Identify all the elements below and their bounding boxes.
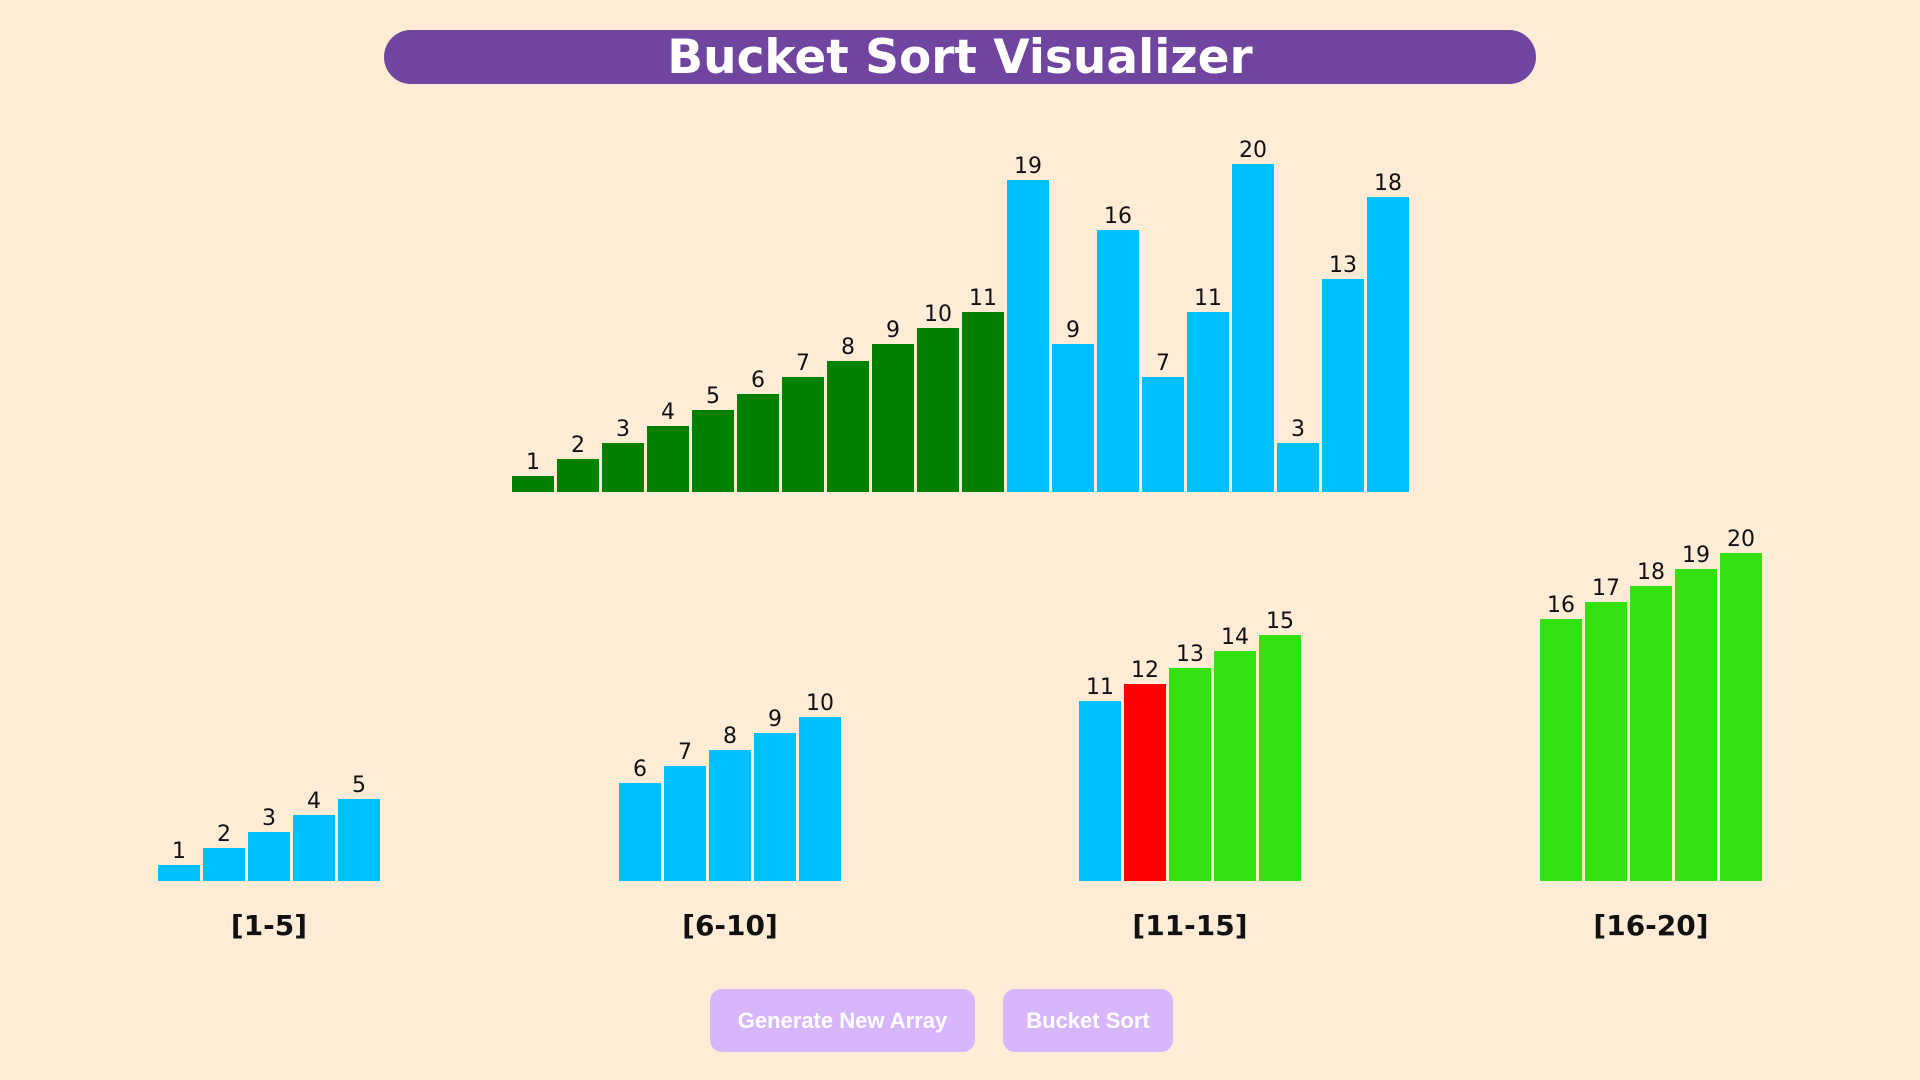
bucket-bar: [1675, 569, 1717, 881]
bucket-bar: [754, 733, 796, 881]
main-array-bar: [1007, 180, 1049, 492]
bucket-bar-label: 3: [262, 805, 276, 831]
bucket-bar: [799, 717, 841, 881]
bucket-bar-label: 16: [1547, 592, 1575, 618]
main-array-bar: [1322, 278, 1364, 492]
bucket-bar-label: 19: [1682, 543, 1710, 569]
main-array-bar: [512, 475, 554, 492]
bucket-bar-label: 11: [1086, 674, 1114, 700]
main-array-bar-label: 11: [969, 285, 997, 311]
bucket-bar: [1630, 585, 1672, 881]
bucket-bar: [203, 848, 245, 881]
generate-new-array-button[interactable]: Generate New Array: [710, 989, 975, 1052]
bucket-bar: [293, 815, 335, 881]
bucket-bar: [1540, 618, 1582, 881]
main-array-bar-label: 9: [886, 318, 900, 344]
bucket-bar-label: 20: [1727, 527, 1755, 552]
main-array-bar: [1187, 311, 1229, 492]
bucket-bar: [1124, 684, 1166, 881]
main-array-bar: [647, 426, 689, 492]
bucket-bar-label: 18: [1637, 559, 1665, 585]
main-array-bar-label: 6: [751, 367, 765, 393]
main-array-bar: [917, 328, 959, 492]
bucket-bar-label: 4: [307, 789, 321, 815]
bucket-bar-label: 2: [217, 822, 231, 848]
bucket-bar-label: 15: [1266, 609, 1294, 634]
main-array-bar-label: 11: [1194, 285, 1222, 311]
bucket-bar-label: 7: [678, 740, 692, 766]
bucket-bar: [1079, 700, 1121, 881]
main-array-bar-label: 13: [1329, 252, 1357, 278]
bucket-bar-label: 10: [806, 691, 834, 716]
bucket-bar: [1169, 667, 1211, 881]
bucket-bar-label: 17: [1592, 576, 1620, 602]
main-array-bar-label: 2: [571, 433, 585, 459]
main-array-bar-label: 18: [1374, 170, 1402, 196]
main-array-bar: [1142, 377, 1184, 492]
bucket-bar-label: 5: [352, 773, 366, 798]
bucket-bar-label: 12: [1131, 658, 1159, 684]
main-array-bar: [1232, 164, 1274, 492]
bucket-bar: [1720, 553, 1762, 881]
bucket-bar: [158, 864, 200, 881]
bucket-bar-label: 9: [768, 707, 782, 733]
main-array-bar: [1367, 196, 1409, 492]
main-array-bar-label: 3: [1291, 416, 1305, 442]
main-array-bar: [557, 459, 599, 492]
bucket-label-1-5: [1-5]: [230, 909, 308, 942]
main-array-bar-label: 7: [1156, 351, 1170, 377]
bucket-label-6-10: [6-10]: [682, 909, 778, 942]
main-array-bar-label: 4: [661, 400, 675, 426]
bucket-bar: [338, 799, 380, 881]
main-array-bar-label: 10: [924, 302, 952, 327]
bucket-bar: [1585, 602, 1627, 881]
main-array-bar: [737, 393, 779, 492]
main-array-bar: [827, 360, 869, 492]
bucket-label-11-15: [11-15]: [1132, 909, 1248, 942]
bucket-bar: [709, 749, 751, 881]
bucket-bar: [1259, 635, 1301, 881]
main-array-bar: [962, 311, 1004, 492]
bucket-bar: [664, 766, 706, 881]
main-array-bar-label: 20: [1239, 138, 1267, 163]
main-array-bar: [872, 344, 914, 492]
main-array-bar: [1052, 344, 1094, 492]
main-array-bar-label: 19: [1014, 154, 1042, 180]
main-array-bar-label: 7: [796, 351, 810, 377]
main-array-bar-label: 3: [616, 416, 630, 442]
bucket-label-16-20: [16-20]: [1593, 909, 1709, 942]
main-array-bar: [1277, 442, 1319, 492]
bucket-bar-label: 13: [1176, 641, 1204, 667]
bucket-bar-label: 14: [1221, 625, 1249, 651]
page-title: Bucket Sort Visualizer: [384, 30, 1536, 85]
bucket-bar-label: 1: [172, 838, 186, 864]
bucket-bar-label: 8: [723, 723, 737, 749]
main-array-bar: [692, 410, 734, 492]
main-array-bar: [602, 442, 644, 492]
bucket-bar: [619, 782, 661, 881]
main-array-bar-label: 5: [706, 384, 720, 409]
main-array-bar-label: 8: [841, 334, 855, 360]
main-array-bar: [1097, 229, 1139, 492]
main-array-bar-label: 16: [1104, 203, 1132, 229]
main-array-bar-label: 9: [1066, 318, 1080, 344]
bucket-bar: [1214, 651, 1256, 881]
bucket-sort-button[interactable]: Bucket Sort: [1003, 989, 1173, 1052]
bucket-bar-label: 6: [633, 756, 647, 782]
main-array-bar: [782, 377, 824, 492]
bucket-bar: [248, 831, 290, 881]
main-array-bar-label: 1: [526, 449, 540, 475]
